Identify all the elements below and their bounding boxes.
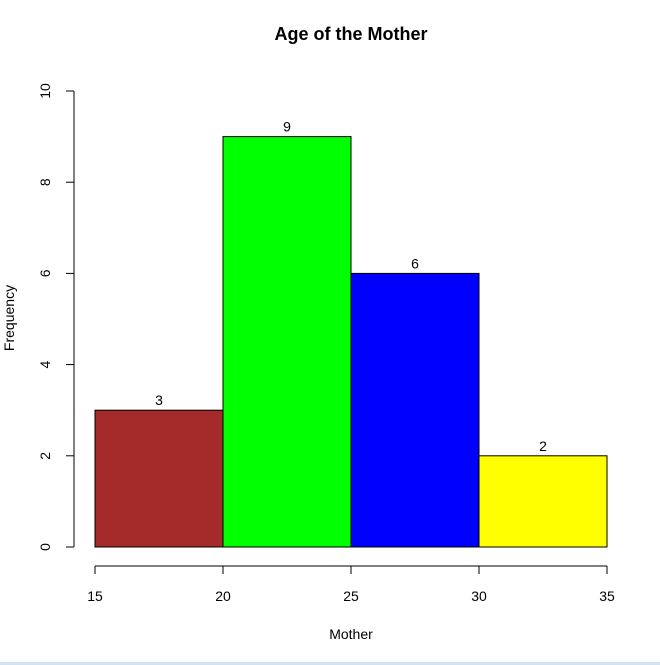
y-axis: 0 2 4 6 8 10	[37, 83, 75, 551]
window-bottom-edge	[0, 662, 660, 665]
bar-labels-group: 3 9 6 2	[155, 119, 547, 454]
x-tick-label: 25	[343, 588, 359, 604]
x-axis-label: Mother	[329, 626, 373, 642]
y-tick-label: 10	[37, 83, 53, 99]
bar-data-label: 9	[283, 119, 291, 135]
x-tick-label: 15	[87, 588, 103, 604]
x-tick-label: 20	[215, 588, 231, 604]
chart-title: Age of the Mother	[275, 24, 428, 44]
x-tick-label: 30	[471, 588, 487, 604]
bar-data-label: 2	[539, 438, 547, 454]
bar-30-35	[478, 455, 608, 548]
y-tick-label: 6	[37, 269, 53, 277]
bar-25-30	[350, 272, 480, 548]
y-tick-label: 4	[37, 360, 53, 368]
y-tick-label: 8	[37, 178, 53, 186]
bar-data-label: 3	[155, 392, 163, 408]
y-tick-label: 2	[37, 452, 53, 460]
x-axis: 15 20 25 30 35	[87, 565, 615, 604]
bar-data-label: 6	[411, 255, 419, 271]
bars-group	[94, 136, 608, 548]
bar-20-25	[222, 136, 352, 548]
y-axis-label: Frequency	[1, 285, 17, 351]
x-tick-label: 35	[599, 588, 615, 604]
bar-15-20	[94, 409, 224, 548]
y-tick-label: 0	[37, 543, 53, 551]
